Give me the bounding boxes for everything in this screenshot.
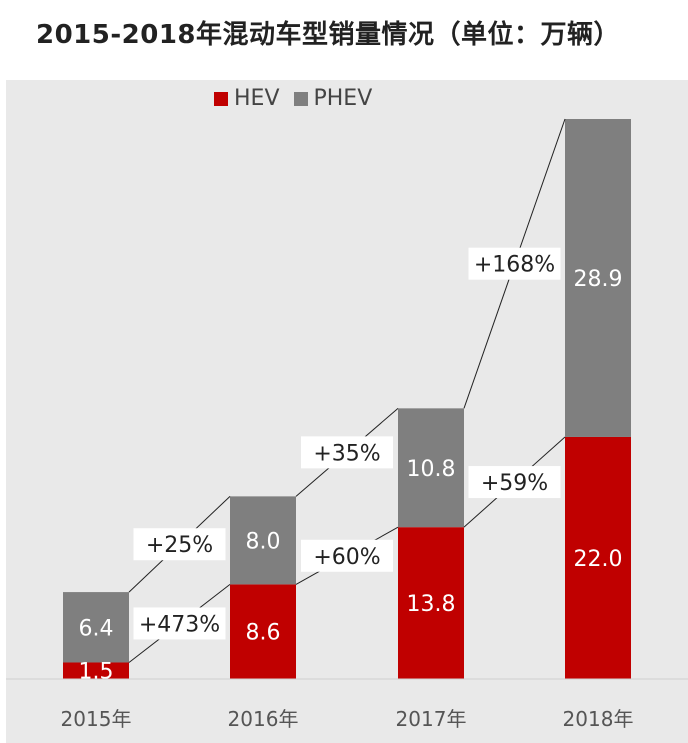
- bar-hev-2: [398, 527, 464, 679]
- data-label-hev-0: 1.5: [79, 660, 114, 685]
- total-growth-box-2: [468, 247, 561, 280]
- legend-label-hev: HEV: [234, 86, 280, 111]
- data-label-hev-1: 8.6: [246, 621, 281, 646]
- legend-item-phev: PHEV: [293, 86, 373, 111]
- data-label-phev-2: 10.8: [407, 457, 456, 482]
- bar-phev-0: [63, 592, 129, 663]
- total-growth-label-0: +25%: [146, 533, 213, 558]
- total-growth-box-1: [301, 436, 393, 469]
- total-growth-label-1: +35%: [313, 441, 380, 466]
- bar-hev-1: [230, 584, 296, 679]
- data-label-phev-0: 6.4: [79, 616, 114, 641]
- total-growth-label-2: +168%: [474, 253, 555, 278]
- chart-title: 2015-2018年混动车型销量情况（单位：万辆）: [36, 20, 621, 50]
- x-tick-label-2: 2017年: [396, 707, 467, 731]
- legend-label-phev: PHEV: [313, 86, 373, 111]
- bar-phev-1: [230, 496, 296, 585]
- data-label-hev-3: 22.0: [574, 547, 623, 572]
- chart-legend: HEV PHEV: [214, 86, 372, 111]
- hev-growth-box-1: [301, 539, 393, 572]
- hev-growth-label-1: +60%: [313, 545, 380, 570]
- bar-hev-0: [63, 662, 129, 679]
- x-tick-label-1: 2016年: [228, 707, 299, 731]
- bar-phev-2: [398, 408, 464, 528]
- hev-growth-label-2: +59%: [481, 471, 548, 496]
- data-label-hev-2: 13.8: [407, 592, 456, 617]
- x-tick-label-3: 2018年: [563, 707, 634, 731]
- data-label-phev-1: 8.0: [246, 529, 281, 554]
- bar-hev-3: [565, 436, 631, 679]
- hev-growth-box-2: [468, 466, 561, 499]
- total-growth-box-0: [133, 528, 226, 561]
- legend-swatch-hev: [214, 91, 228, 106]
- legend-swatch-phev: [293, 91, 308, 106]
- bar-phev-3: [565, 119, 631, 437]
- legend-item-hev: HEV: [214, 86, 280, 111]
- hev-growth-label-0: +473%: [139, 612, 220, 637]
- data-label-phev-3: 28.9: [574, 267, 623, 292]
- x-tick-label-0: 2015年: [61, 707, 132, 731]
- hev-growth-box-0: [133, 607, 226, 640]
